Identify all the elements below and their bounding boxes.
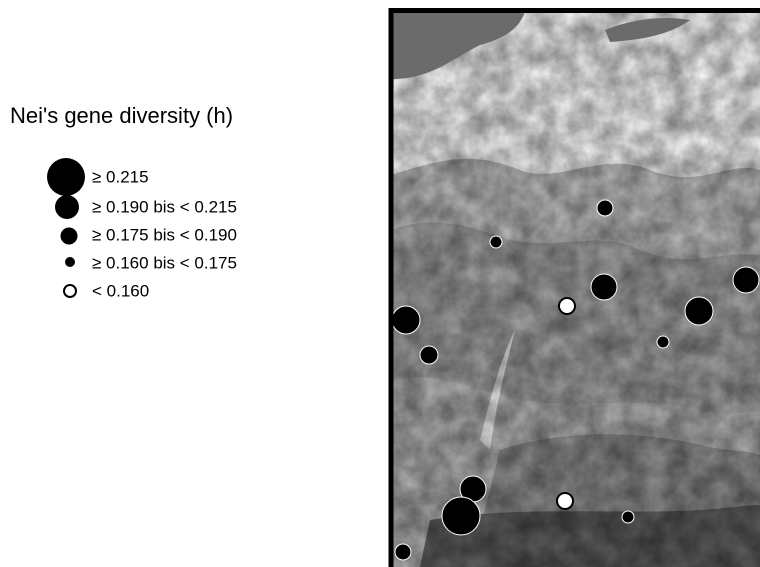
map	[391, 11, 760, 567]
site	[597, 200, 613, 216]
site	[685, 297, 713, 325]
site	[559, 298, 575, 314]
site	[392, 306, 420, 334]
legend-title: Nei's gene diversity (h)	[10, 103, 233, 128]
figure: Nei's gene diversity (h) ≥ 0.215 ≥ 0.190…	[0, 0, 760, 567]
site	[733, 267, 759, 293]
site	[557, 493, 573, 509]
site	[442, 497, 480, 535]
site	[420, 346, 438, 364]
legend-label: < 0.160	[92, 281, 149, 300]
legend-label: ≥ 0.160 bis < 0.175	[92, 253, 237, 272]
site	[395, 544, 411, 560]
legend: Nei's gene diversity (h) ≥ 0.215 ≥ 0.190…	[10, 103, 237, 301]
page: {"legend": {"title": "Nei's gene diversi…	[0, 0, 760, 567]
legend-symbol	[55, 195, 79, 219]
legend-label: ≥ 0.215	[92, 167, 149, 186]
site	[622, 511, 634, 523]
legend-label: ≥ 0.175 bis < 0.190	[92, 225, 237, 244]
legend-symbol	[47, 158, 85, 196]
site	[657, 336, 669, 348]
relief-texture	[391, 11, 760, 567]
legend-symbol	[61, 228, 78, 245]
site	[490, 236, 502, 248]
site	[591, 274, 617, 300]
legend-symbol	[65, 257, 75, 267]
legend-symbol	[64, 285, 76, 297]
legend-label: ≥ 0.190 bis < 0.215	[92, 197, 237, 216]
